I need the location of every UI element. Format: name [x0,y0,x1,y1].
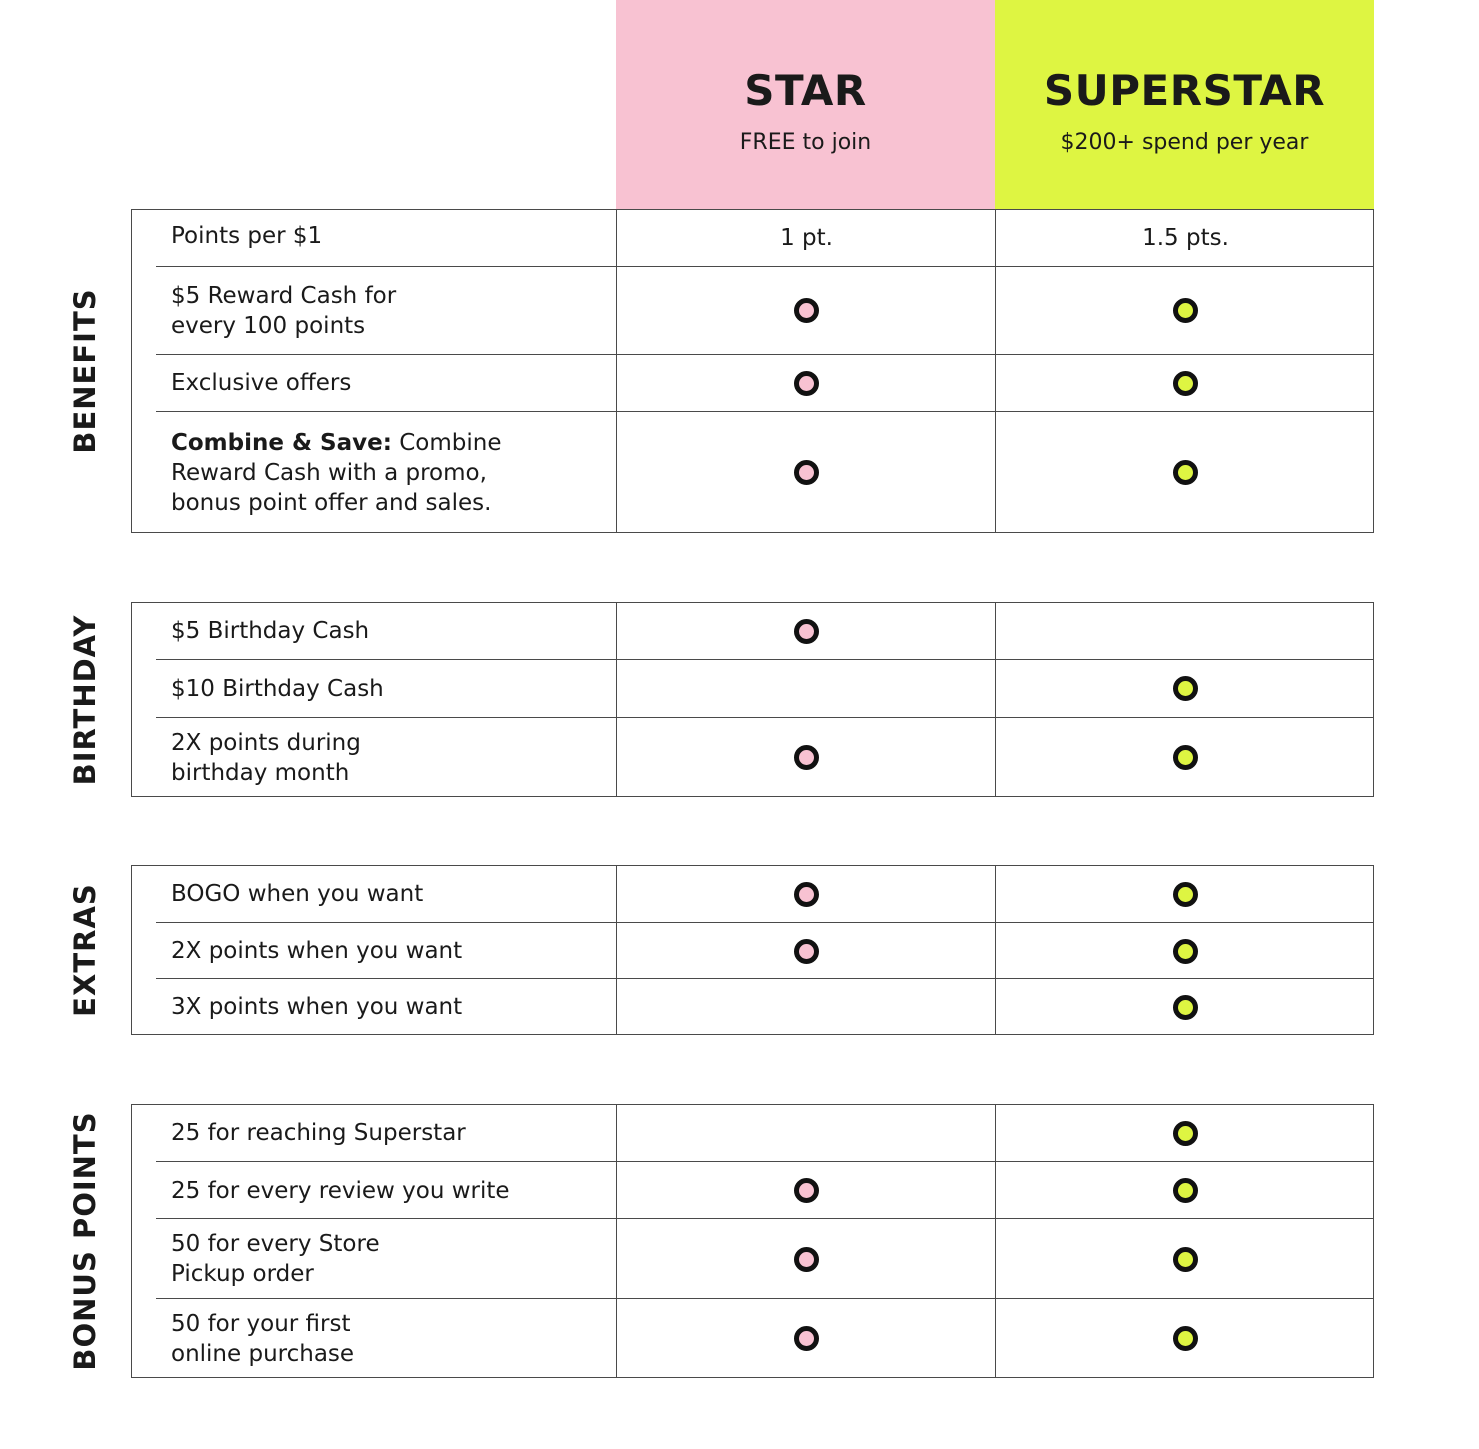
star-check-icon [794,881,819,907]
section-bonus-points: BONUS POINTS 25 for reaching Superstar 2… [68,1104,1374,1378]
section-benefits: BENEFITS Points per $1 1 pt. 1.5 pts. $5… [68,209,1374,533]
table-row: 25 for reaching Superstar [156,1105,1373,1161]
star-empty [617,660,996,717]
feature-label: Exclusive offers [171,370,352,396]
feature-label-rest: Combine Reward Cash with a promo, bonus … [171,429,502,516]
feature-label: 2X points during birthday month [171,729,361,786]
superstar-check-icon [1173,1246,1198,1272]
star-check-icon [794,618,819,644]
feature-label: 50 for your first online purchase [171,1310,355,1367]
star-check-icon [794,298,819,323]
table-row: Exclusive offers [156,354,1373,411]
feature-label: Combine & Save: Combine Reward Cash with… [171,428,526,518]
table-row: $10 Birthday Cash [156,659,1373,717]
superstar-check-icon [1173,994,1198,1020]
superstar-check-icon [1173,298,1198,323]
star-value: 1 pt. [780,225,833,251]
feature-label: 50 for every Store Pickup order [171,1231,380,1287]
superstar-check-icon [1173,676,1198,701]
feature-label: 25 for reaching Superstar [171,1120,466,1146]
section-label: EXTRAS [68,883,102,1017]
star-check-icon [794,370,819,396]
feature-label: $5 Reward Cash for every 100 points [171,282,397,339]
superstar-check-icon [1173,1326,1198,1351]
star-tier-name: STAR [744,66,867,115]
star-tier-header: STAR FREE to join [616,0,995,209]
table-row: 3X points when you want [156,978,1373,1035]
feature-label-bold: Combine & Save: [171,429,392,456]
section-extras: EXTRAS BOGO when you want 2X points when… [68,865,1374,1035]
table-row: 2X points when you want [156,922,1373,979]
table-row: BOGO when you want [156,866,1373,922]
table-row: $5 Reward Cash for every 100 points [156,266,1373,354]
feature-label: 25 for every review you write [171,1177,510,1204]
section-label: BONUS POINTS [68,1111,102,1371]
feature-label: $5 Birthday Cash [171,618,370,644]
star-check-icon [794,745,819,770]
superstar-check-icon [1173,1178,1198,1203]
table-row: Combine & Save: Combine Reward Cash with… [156,411,1373,533]
table-row: 50 for your first online purchase [156,1298,1373,1378]
superstar-empty [996,603,1375,659]
feature-label: 2X points when you want [171,938,463,964]
superstar-check-icon [1173,881,1198,907]
table-row: 25 for every review you write [156,1161,1373,1219]
superstar-check-icon [1173,938,1198,964]
star-empty [617,979,996,1035]
star-tier-subtitle: FREE to join [739,130,872,155]
star-check-icon [794,1178,819,1203]
feature-label: Points per $1 [171,223,323,249]
star-check-icon [794,1326,819,1351]
feature-label: BOGO when you want [171,881,424,907]
feature-label: $10 Birthday Cash [171,675,384,702]
star-check-icon [794,1246,819,1272]
table-row: 2X points during birthday month [156,717,1373,797]
feature-label: 3X points when you want [171,994,463,1020]
section-birthday: BIRTHDAY $5 Birthday Cash $10 Birthday C… [68,602,1374,797]
section-label: BENEFITS [68,288,102,454]
table-row: 50 for every Store Pickup order [156,1218,1373,1299]
superstar-check-icon [1173,745,1198,770]
table-row: Points per $1 1 pt. 1.5 pts. [156,210,1373,266]
superstar-check-icon [1173,460,1198,485]
superstar-value: 1.5 pts. [1142,225,1229,251]
star-empty [617,1105,996,1161]
star-check-icon [794,938,819,964]
superstar-tier-subtitle: $200+ spend per year [1060,130,1309,155]
star-check-icon [794,460,819,485]
superstar-check-icon [1173,1120,1198,1146]
table-row: $5 Birthday Cash [156,603,1373,659]
superstar-tier-name: SUPERSTAR [1043,66,1326,115]
section-label: BIRTHDAY [68,614,102,785]
superstar-tier-header: SUPERSTAR $200+ spend per year [995,0,1374,209]
superstar-check-icon [1173,370,1198,396]
